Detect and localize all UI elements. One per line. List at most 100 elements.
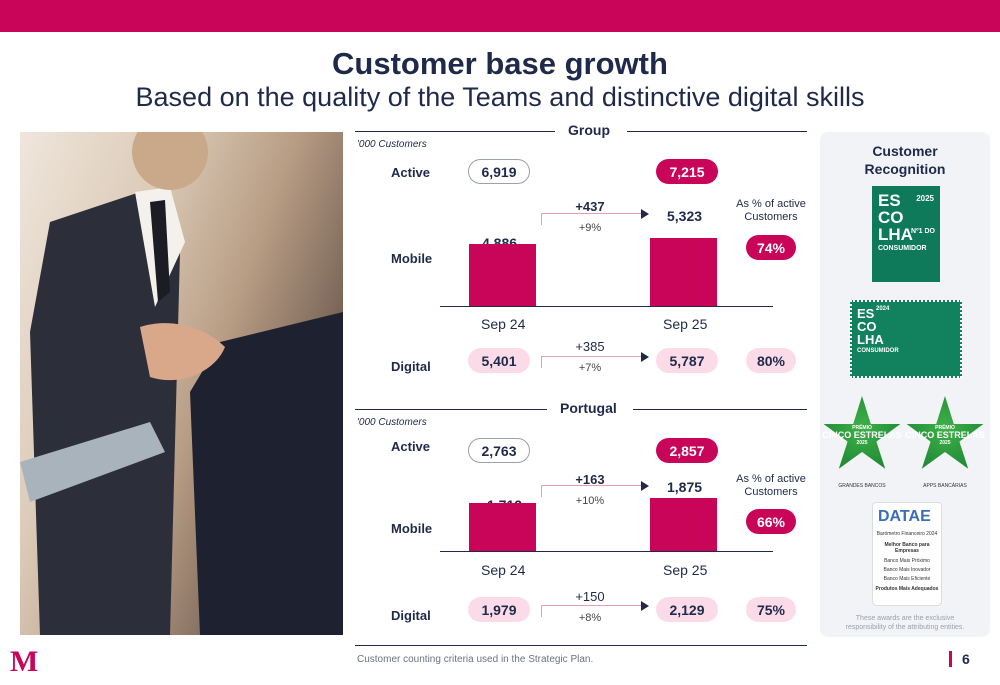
handshake-photo	[20, 132, 343, 635]
group-period-sep24: Sep 24	[481, 316, 526, 332]
group-period-sep25: Sep 25	[663, 316, 708, 332]
portugal-mobile-delta: +163 +10%	[545, 472, 635, 507]
group-digital-label: Digital	[391, 359, 431, 374]
group-share-caption: As % of active Customers	[736, 198, 806, 223]
group-digital-sep24: 5,401	[468, 348, 530, 373]
group-mobile-arrow-icon	[641, 209, 649, 219]
group-mobile-connector	[541, 213, 641, 225]
portugal-share-caption: As % of active Customers	[736, 473, 806, 498]
group-digital-delta-pct: +7%	[578, 362, 602, 374]
group-header-line-right	[627, 131, 807, 132]
portugal-section-header: Portugal	[355, 400, 807, 420]
recognition-disclaimer: These awards are the exclusive responsib…	[845, 615, 965, 631]
datae-line-3: Banco Mais Próximo	[884, 558, 930, 564]
datae-logo: DATAE	[878, 508, 931, 525]
group-unit-label: '000 Customers	[357, 139, 427, 150]
group-mobile-label: Mobile	[391, 251, 433, 266]
group-header-label: Group	[568, 122, 610, 138]
page-number-bar	[949, 651, 952, 667]
escolha-consumidor-multi-badge: ES CO LHA 2024 CONSUMIDOR	[850, 300, 962, 378]
group-mobile-delta-pct: +9%	[578, 222, 602, 234]
group-mobile-bar-sep24	[469, 243, 536, 306]
group-active-sep24: 6,919	[468, 159, 530, 184]
group-mobile-sep25-value: 5,323	[667, 208, 703, 224]
portugal-period-sep25: Sep 25	[663, 562, 708, 578]
portugal-digital-arrow-icon	[641, 601, 649, 611]
escolha-word-3: LHA	[878, 225, 913, 244]
escolha-multi-word-3: LHA	[857, 332, 884, 347]
portugal-mobile-sep25-value: 1,875	[667, 479, 703, 495]
portugal-mobile-delta-abs: +163	[575, 472, 605, 487]
portugal-header-line-right	[633, 409, 807, 410]
footnote: Customer counting criteria used in the S…	[357, 654, 594, 665]
group-header-line-left	[355, 131, 555, 132]
brand-logo: M	[10, 645, 39, 678]
datae-line-5: Banco Mais Eficiente	[883, 576, 931, 582]
recognition-title: Customer Recognition	[820, 142, 990, 178]
star-2-year: 2025	[939, 440, 951, 446]
group-active-label: Active	[391, 165, 431, 180]
escolha-rank: Nº1 DO	[911, 228, 935, 235]
group-mobile-delta: +437 +9%	[545, 199, 635, 234]
star-2-main: CINCO ESTRELAS	[905, 430, 985, 440]
escolha-year: 2025	[916, 194, 934, 203]
cinco-estrelas-star-2-text: PRÉMIO CINCO ESTRELAS 2025	[905, 425, 985, 446]
portugal-digital-delta-abs: +150	[575, 589, 605, 604]
group-mobile-bar-sep25	[650, 238, 717, 306]
portugal-mobile-share: 66%	[746, 509, 796, 534]
group-mobile-delta-abs: +437	[575, 199, 605, 214]
portugal-active-sep25: 2,857	[656, 438, 718, 463]
portugal-mobile-connector	[541, 485, 641, 497]
portugal-mobile-arrow-icon	[641, 481, 649, 491]
portugal-header-line-left	[355, 409, 547, 410]
escolha-multi-word-1: ES	[857, 306, 875, 321]
portugal-period-sep24: Sep 24	[481, 562, 526, 578]
escolha-multi-year: 2024	[876, 306, 890, 312]
portugal-active-label: Active	[391, 439, 431, 454]
page-title: Customer base growth	[332, 46, 668, 81]
page-subtitle: Based on the quality of the Teams and di…	[135, 82, 865, 112]
group-digital-connector	[541, 356, 641, 368]
group-digital-delta-abs: +385	[575, 339, 605, 354]
group-digital-arrow-icon	[641, 352, 649, 362]
datae-line-4: Banco Mais Inovador	[883, 567, 931, 573]
group-digital-share: 80%	[746, 348, 796, 373]
group-bar-baseline	[440, 306, 773, 307]
portugal-digital-sep25: 2,129	[656, 597, 718, 622]
portugal-unit-label: '000 Customers	[357, 417, 427, 428]
star-1-main: CINCO ESTRELAS	[822, 430, 902, 440]
group-section-header: Group	[355, 122, 807, 142]
recognition-title-line1: Customer	[872, 143, 938, 159]
portugal-active-sep24: 2,763	[468, 438, 530, 463]
star-2-top: PRÉMIO	[935, 425, 955, 431]
group-digital-sep25: 5,787	[656, 348, 718, 373]
escolha-multi-word-2: CO	[857, 319, 877, 334]
star-2-caption: APPS BANCÁRIAS	[923, 483, 967, 489]
datae-award-card	[872, 502, 942, 606]
group-mobile-share: 74%	[746, 235, 796, 260]
escolha-consumidor-2025-badge: ES CO LHA 2025 Nº1 DO CONSUMIDOR	[872, 186, 940, 282]
top-accent-bar	[0, 0, 1000, 32]
datae-line-2: Melhor Banco para Empresas	[884, 542, 930, 554]
page-number: 6	[962, 651, 970, 667]
portugal-digital-sep24: 1,979	[468, 597, 530, 622]
cinco-estrelas-star-1-text: PRÉMIO CINCO ESTRELAS 2025	[822, 425, 902, 446]
group-active-sep25: 7,215	[656, 159, 718, 184]
star-1-year: 2025	[856, 440, 868, 446]
datae-line-1: Barómetro Financeiro 2024	[876, 531, 938, 537]
datae-line-6: Produtos Mais Adequados	[875, 586, 939, 592]
portugal-digital-delta: +150 +8%	[545, 589, 635, 624]
portugal-mobile-bar-sep24	[469, 502, 536, 551]
recognition-title-line2: Recognition	[864, 161, 946, 177]
group-digital-delta: +385 +7%	[545, 339, 635, 374]
portugal-digital-label: Digital	[391, 608, 431, 623]
star-1-top: PRÉMIO	[852, 425, 872, 431]
portugal-bar-baseline	[440, 551, 773, 552]
portugal-digital-delta-pct: +8%	[578, 612, 602, 624]
portugal-mobile-bar-sep25	[650, 498, 717, 551]
portugal-header-label: Portugal	[560, 400, 617, 416]
escolha-word-2: CO	[878, 208, 904, 227]
star-1-caption: GRANDES BANCOS	[838, 483, 886, 489]
portugal-digital-connector	[541, 605, 641, 617]
escolha-tag: CONSUMIDOR	[878, 245, 927, 252]
